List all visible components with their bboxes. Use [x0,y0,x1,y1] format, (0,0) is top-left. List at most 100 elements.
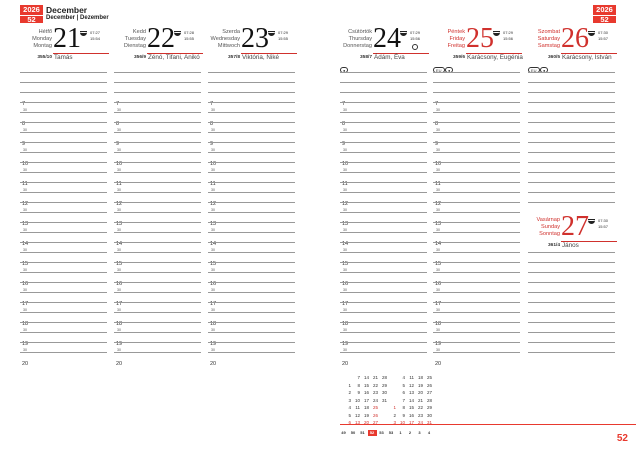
week-number[interactable]: 3 [418,430,421,435]
sun-icon [588,219,595,224]
writing-line [528,332,615,333]
calendar-day[interactable]: 31 [426,420,432,425]
calendar-day[interactable]: 21 [417,397,423,403]
writing-line [208,262,295,263]
calendar-day[interactable]: 16 [408,412,414,418]
calendar-day[interactable]: 27 [372,420,378,425]
calendar-day[interactable]: 14 [363,375,369,380]
calendar-day[interactable]: 26 [372,412,378,418]
sun-icon [588,31,595,36]
calendar-day[interactable]: 6 [402,390,405,395]
week-number[interactable]: 2 [408,430,412,435]
calendar-day[interactable]: 21 [372,375,378,380]
calendar-day[interactable]: 10 [399,420,405,425]
week-number[interactable]: 49 [341,430,346,435]
calendar-day[interactable]: 14 [408,397,414,403]
calendar-day[interactable]: 5 [402,382,405,388]
calendar-day[interactable]: 7 [402,397,405,403]
calendar-day[interactable]: 19 [363,412,369,418]
calendar-day[interactable]: 17 [408,420,414,425]
calendar-day[interactable]: 18 [363,405,369,410]
calendar-day[interactable]: 30 [426,412,432,418]
day-of-year: 355/10 [37,55,52,60]
calendar-day[interactable]: 11 [355,405,360,410]
calendar-day[interactable]: 13 [408,390,414,395]
week-number[interactable]: 52 [367,430,377,436]
calendar-day[interactable]: 9 [357,390,360,395]
writing-line [20,332,107,333]
calendar-day[interactable]: 15 [408,405,414,410]
hour-label: 14 [435,241,442,247]
calendar-day[interactable]: 28 [426,397,432,403]
calendar-day[interactable]: 23 [417,412,423,418]
calendar-day[interactable]: 19 [417,382,423,388]
calendar-day[interactable]: 5 [348,412,351,418]
calendar-day[interactable]: 15 [363,382,369,388]
calendar-day[interactable]: 12 [408,382,414,388]
calendar-day[interactable]: 3 [393,420,396,425]
calendar-day[interactable]: 7 [357,375,360,380]
full-moon-icon [412,44,418,50]
calendar-day[interactable]: 1 [393,405,396,410]
day-names: Csütörtök Thursday Donnerstag [343,29,372,50]
calendar-day[interactable]: 3 [348,397,351,403]
writing-line [208,192,295,193]
calendar-day[interactable]: 25 [372,405,378,410]
calendar-day[interactable]: 31 [381,397,387,403]
hour-label: 20 [435,361,442,367]
calendar-day[interactable]: 1 [348,382,351,388]
writing-line [528,182,615,183]
calendar-day[interactable]: 10 [354,397,360,403]
calendar-day[interactable]: 23 [372,390,378,395]
week-number[interactable]: 50 [350,430,356,435]
day-of-year: 361/4 [547,243,560,248]
calendar-day[interactable]: 22 [372,382,378,388]
week-number[interactable]: 51 [360,430,365,435]
calendar-day[interactable]: 11 [409,375,414,380]
calendar-day[interactable]: 28 [381,375,387,380]
calendar-day[interactable]: 8 [402,405,405,410]
writing-line [340,182,427,183]
writing-line [20,142,107,143]
calendar-day[interactable]: 16 [363,390,369,395]
writing-line [433,262,520,263]
calendar-day[interactable]: 13 [354,420,360,425]
calendar-day[interactable]: 4 [402,375,405,380]
calendar-day[interactable]: 24 [417,420,423,425]
calendar-day[interactable]: 8 [357,382,360,388]
half-hour-label: 30 [211,208,215,212]
writing-line [20,82,107,83]
writing-line [340,222,427,223]
sunrise: 07:28 [184,30,195,35]
calendar-day[interactable]: 4 [348,405,351,410]
calendar-day[interactable]: 6 [348,420,351,425]
writing-line [528,312,615,313]
calendar-day[interactable]: 2 [348,390,351,395]
calendar-day[interactable]: 18 [417,375,423,380]
calendar-day[interactable]: 29 [426,405,432,410]
calendar-day[interactable]: 12 [354,412,360,418]
calendar-day[interactable]: 2 [393,412,396,418]
writing-line [114,92,201,93]
week-number[interactable]: 53 [379,430,384,435]
calendar-day[interactable]: 9 [402,412,405,418]
week-number[interactable]: 1 [399,430,402,435]
writing-line [114,352,201,353]
calendar-day[interactable]: 20 [417,390,423,395]
calendar-day[interactable]: 25 [426,375,432,380]
calendar-day[interactable]: 29 [381,382,387,388]
calendar-day[interactable]: 17 [363,397,369,403]
half-hour-label: 30 [23,248,27,252]
week-number[interactable]: 4 [427,430,431,435]
week-number[interactable]: 53 [388,430,394,435]
writing-line [114,102,201,103]
half-hour-label: 30 [23,188,27,192]
calendar-day[interactable]: 26 [426,382,432,388]
calendar-day[interactable]: 27 [426,390,432,395]
calendar-day[interactable]: 30 [381,390,387,395]
calendar-day[interactable]: 24 [372,397,378,403]
writing-line [528,302,615,303]
calendar-day[interactable]: 22 [417,405,423,410]
calendar-day[interactable]: 20 [363,420,369,425]
half-hour-label: 30 [436,208,440,212]
